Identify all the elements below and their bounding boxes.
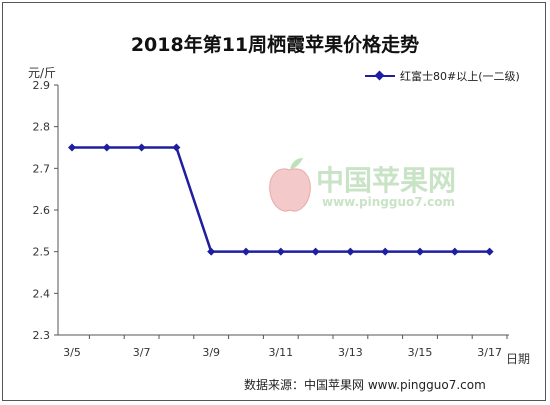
data-point-marker xyxy=(207,247,216,256)
legend-swatch-icon xyxy=(365,71,395,81)
watermark-url: www.pingguo7.com xyxy=(322,195,455,209)
data-point-marker xyxy=(242,247,250,256)
x-ticks: 3/5 3/7 3/9 3/11 3/13 3/15 3/17 xyxy=(63,335,508,359)
legend: 红富士80#以上(一二级) xyxy=(365,68,520,84)
data-point-marker xyxy=(450,247,459,256)
apple-logo-icon xyxy=(269,158,311,212)
chart-title: 2018年第11周栖霞苹果价格走势 xyxy=(130,34,420,56)
data-source: 数据来源：中国苹果网 www.pingguo7.com xyxy=(244,378,486,392)
legend-label: 红富士80#以上(一二级) xyxy=(400,70,520,83)
y-tick-label: 2.5 xyxy=(33,246,51,259)
x-tick-label: 3/7 xyxy=(133,346,151,359)
data-point-marker xyxy=(381,247,390,256)
y-axis-unit-label: 元/斤 xyxy=(28,66,57,80)
data-point-marker xyxy=(485,247,494,256)
data-point-marker xyxy=(172,143,181,152)
y-tick-label: 2.8 xyxy=(33,121,51,134)
data-point-marker xyxy=(346,247,355,256)
y-tick-label: 2.4 xyxy=(33,287,51,300)
y-ticks: 2.9 2.8 2.7 2.6 2.5 2.4 2.3 xyxy=(33,79,58,342)
series-group xyxy=(68,143,494,256)
data-point-marker xyxy=(276,247,285,256)
watermark: 中国苹果网 www.pingguo7.com xyxy=(269,158,456,212)
y-tick-label: 2.6 xyxy=(33,204,51,217)
x-tick-label: 3/9 xyxy=(202,346,220,359)
x-tick-label: 3/5 xyxy=(63,346,81,359)
x-tick-label: 3/13 xyxy=(338,346,363,359)
y-tick-label: 2.7 xyxy=(33,162,51,175)
x-tick-label: 3/15 xyxy=(408,346,433,359)
data-point-marker xyxy=(416,247,424,256)
data-point-marker xyxy=(102,143,111,152)
watermark-name: 中国苹果网 xyxy=(316,164,456,197)
data-point-marker xyxy=(137,143,146,152)
y-tick-label: 2.9 xyxy=(33,79,51,92)
x-tick-label: 3/17 xyxy=(477,346,502,359)
x-tick-label: 3/11 xyxy=(268,346,293,359)
x-axis-label: 日期 xyxy=(506,352,531,366)
y-tick-label: 2.3 xyxy=(33,329,51,342)
data-point-marker xyxy=(311,247,320,256)
data-point-marker xyxy=(68,143,76,152)
